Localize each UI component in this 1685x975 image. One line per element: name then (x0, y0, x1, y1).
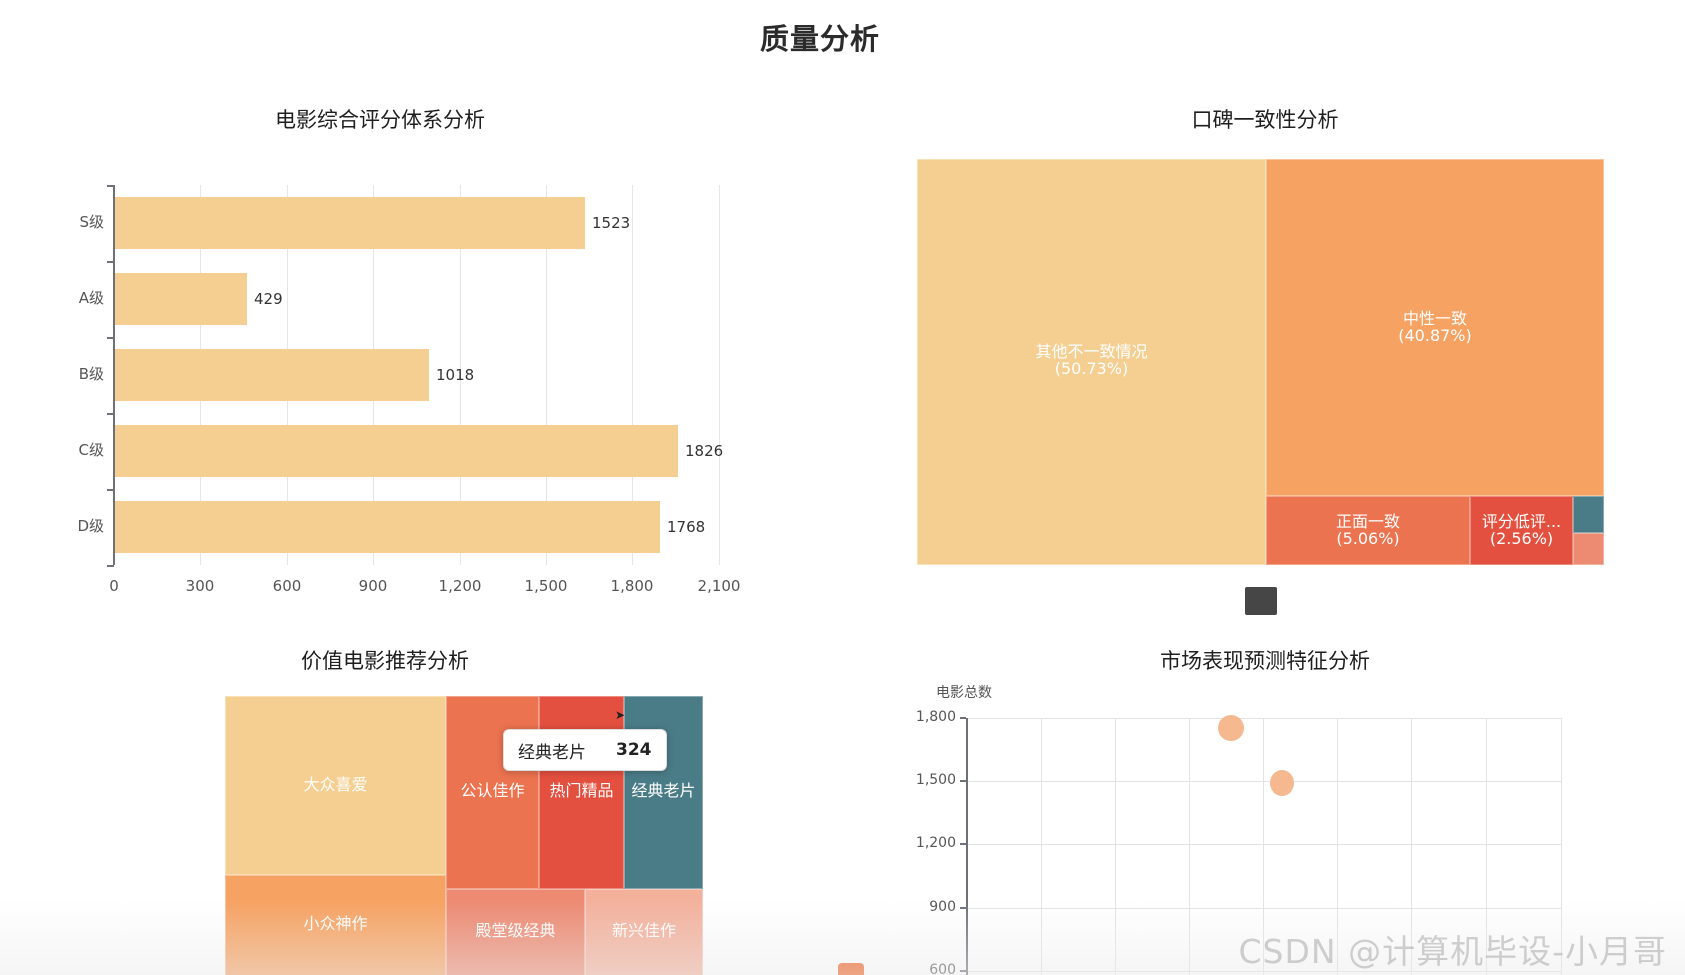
treemap-tooltip: 经典老片 324 (503, 729, 667, 771)
treemap-cell[interactable]: 大众喜爱 (225, 696, 446, 875)
mouse-cursor-icon: ➤ (615, 708, 626, 722)
category-label: C级 (78, 441, 104, 459)
category-label: B级 (78, 365, 104, 383)
tooltip-value: 324 (616, 740, 652, 760)
page-title: 质量分析 (759, 22, 880, 56)
treemap-cell[interactable]: 其他不一致情况 (50.73%) (917, 159, 1266, 565)
reputation-treemap: 其他不一致情况 (50.73%) 中性一致 (40.87%) 正面一致 (5.0… (917, 159, 1604, 565)
y-axis (966, 718, 968, 975)
treemap-cell[interactable]: 正面一致 (5.06%) (1266, 496, 1470, 565)
treemap-cell[interactable]: 新兴佳作 (585, 889, 703, 975)
treemap-cell[interactable]: 中性一致 (40.87%) (1266, 159, 1604, 496)
x-tick: 2,100 (697, 577, 741, 595)
treemap-cell[interactable]: 热门精品 (539, 696, 624, 889)
y-tick: 1,200 (915, 835, 956, 851)
bar-s[interactable] (115, 197, 585, 249)
treemap-cell[interactable]: 经典老片 (624, 696, 703, 889)
category-label: S级 (79, 213, 104, 231)
market-chart-title: 市场表现预测特征分析 (1160, 649, 1370, 673)
y-tick: 1,500 (915, 772, 956, 788)
rating-bar-chart: 1523 S级 429 A级 1018 B级 1826 C级 1768 D级 0… (60, 180, 800, 600)
y-axis-title: 电影总数 (936, 685, 992, 701)
value-chart-title: 价值电影推荐分析 (301, 649, 469, 673)
bar-value-a: 429 (254, 290, 283, 308)
rating-chart-title: 电影综合评分体系分析 (275, 108, 485, 132)
x-tick: 0 (109, 577, 119, 595)
x-tick: 600 (272, 577, 302, 595)
y-tick: 900 (929, 899, 956, 915)
x-tick: 300 (185, 577, 215, 595)
x-tick: 900 (358, 577, 388, 595)
watermark: CSDN @计算机毕设-小月哥 (1238, 932, 1667, 971)
bar-d[interactable] (115, 501, 660, 553)
bar-c[interactable] (115, 425, 678, 477)
treemap-breadcrumb-button[interactable] (1245, 587, 1277, 615)
bar-value-d: 1768 (667, 518, 706, 536)
bar-b[interactable] (115, 349, 429, 401)
bar-value-b: 1018 (436, 366, 475, 384)
treemap-cell[interactable]: 小众神作 (225, 875, 446, 975)
treemap-cell[interactable]: 评分低评... (2.56%) (1470, 496, 1573, 565)
floating-widget[interactable] (838, 963, 864, 975)
y-tick: 1,800 (915, 709, 956, 725)
bar-a[interactable] (115, 273, 247, 325)
y-tick: 600 (929, 962, 956, 975)
y-axis (113, 185, 115, 565)
x-tick: 1,800 (610, 577, 654, 595)
treemap-cell[interactable]: 公认佳作 (446, 696, 539, 889)
x-tick: 1,500 (524, 577, 568, 595)
scatter-point[interactable] (1218, 715, 1244, 741)
treemap-cell[interactable] (1573, 533, 1604, 565)
bar-value-c: 1826 (685, 442, 724, 460)
treemap-cell[interactable] (1573, 496, 1604, 533)
tooltip-name: 经典老片 (518, 742, 586, 763)
category-label: A级 (78, 289, 104, 307)
bar-value-s: 1523 (592, 214, 631, 232)
scatter-point[interactable] (1270, 770, 1294, 796)
treemap-cell[interactable]: 殿堂级经典 (446, 889, 585, 975)
reputation-chart-title: 口碑一致性分析 (1191, 108, 1339, 132)
x-tick: 1,200 (438, 577, 482, 595)
category-label: D级 (77, 517, 104, 535)
